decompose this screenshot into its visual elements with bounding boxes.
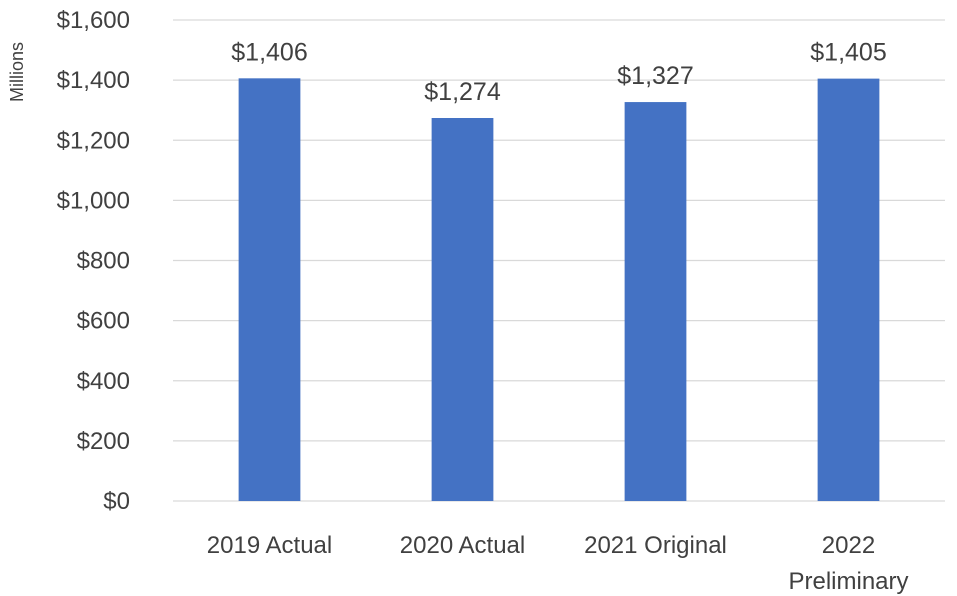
bar — [238, 78, 301, 501]
data-labels: $1,406 $1,274 $1,327 $1,405 — [231, 38, 886, 106]
y-tick-label: $200 — [77, 428, 130, 455]
y-tick-label: $1,400 — [57, 67, 130, 94]
data-label: $1,274 — [424, 78, 501, 106]
y-tick-label: $800 — [77, 248, 130, 275]
y-tick-label: $600 — [77, 308, 130, 335]
bar — [817, 78, 880, 501]
y-tick-label: $1,200 — [57, 127, 130, 154]
y-tick-label: $400 — [77, 368, 130, 395]
bar — [431, 118, 494, 501]
data-label: $1,405 — [810, 39, 886, 67]
bar — [624, 102, 687, 502]
x-axis-labels: 2019 Actual 2020 Actual 2021 Original 2022 P… — [207, 532, 909, 595]
x-tick-label: 2020 Actual — [400, 532, 525, 559]
x-tick-label: 2022 — [822, 532, 875, 559]
x-tick-label: Preliminary — [788, 568, 908, 595]
data-label: $1,327 — [617, 62, 693, 90]
y-tick-label: $1,000 — [57, 187, 130, 214]
data-label: $1,406 — [231, 38, 307, 66]
x-tick-label: 2021 Original — [584, 532, 727, 559]
y-axis-ticks: $0 $200 $400 $600 $800 $1,000 $1,200 $1,400 $1,6… — [57, 7, 130, 515]
y-tick-label: $0 — [103, 488, 130, 515]
y-axis-title: Millions — [7, 42, 27, 102]
gridlines — [173, 19, 945, 502]
bars — [238, 78, 880, 502]
y-tick-label: $1,600 — [57, 7, 130, 34]
x-tick-label: 2019 Actual — [207, 532, 332, 559]
